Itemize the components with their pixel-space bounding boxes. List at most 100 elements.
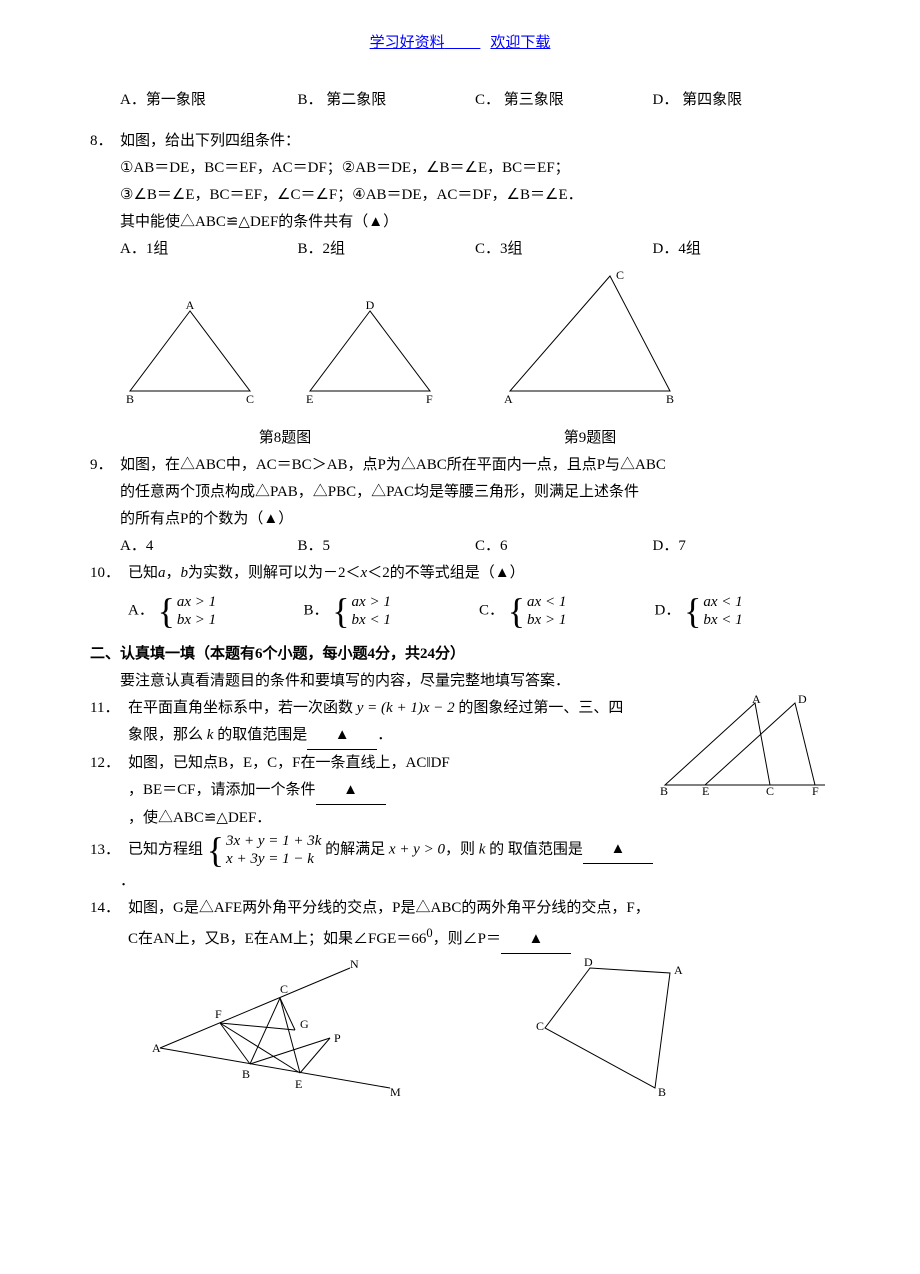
svg-text:F: F — [812, 784, 819, 795]
svg-text:A: A — [674, 963, 683, 977]
svg-text:B: B — [666, 392, 674, 406]
fig8-svg: A B C D E F — [120, 301, 450, 411]
q9-opt-a: A．4 — [120, 533, 298, 560]
svg-text:E: E — [295, 1077, 302, 1091]
svg-text:A: A — [504, 392, 513, 406]
q12-num: 12． — [90, 750, 128, 832]
q12-l2: ，BE＝CF，请添加一个条件 — [128, 782, 316, 798]
svg-text:E: E — [702, 784, 709, 795]
q14-l2b: ，则∠P＝ — [433, 931, 501, 947]
header-gap — [445, 35, 481, 51]
q14-blank: ▲ — [501, 926, 571, 954]
q11-t2: 的图象经过第一、三、四 — [455, 700, 624, 716]
q11-eq: y = (k + 1)x − 2 — [357, 700, 455, 716]
q11-t5: ． — [377, 727, 392, 743]
q7-options: A．第一象限 B． 第二象限 C． 第三象限 D． 第四象限 — [120, 87, 830, 114]
q9-l3: 的所有点P的个数为（▲） — [120, 506, 830, 533]
q8-opt-b: B．2组 — [298, 236, 476, 263]
q13: 13． 已知方程组 {3x + y = 1 + 3kx + 3y = 1 − k… — [90, 832, 830, 868]
q10: 10． 已知a，b为实数，则解可以为－2＜x＜2的不等式组是（▲） A． {ax… — [90, 560, 830, 629]
q10-opt-b: B． {ax > 1bx < 1 — [304, 593, 480, 629]
q10-num: 10． — [90, 560, 128, 629]
q10-b: b — [181, 565, 189, 581]
fig14-svg: A F C N B E M G P — [150, 958, 410, 1098]
q11-t1: 在平面直角坐标系中，若一次函数 — [128, 700, 357, 716]
q10-t1: 已知 — [128, 565, 158, 581]
q11-t4: 的取值范围是 — [213, 727, 307, 743]
svg-text:B: B — [242, 1067, 250, 1081]
q11-num: 11． — [90, 695, 128, 750]
svg-text:B: B — [126, 392, 134, 406]
q13-t1: 已知方程组 — [128, 841, 203, 857]
q11: 11． 在平面直角坐标系中，若一次函数 y = (k + 1)x − 2 的图象… — [90, 695, 650, 750]
q8-opt-c: C．3组 — [475, 236, 653, 263]
q7-opt-b: B． 第二象限 — [298, 87, 476, 114]
figures-8-9: A B C D E F C A B — [120, 271, 830, 421]
svg-text:C: C — [536, 1019, 544, 1033]
fig9-svg: C A B — [490, 271, 690, 411]
q13-t3: ，则 — [445, 841, 479, 857]
svg-text:B: B — [660, 784, 668, 795]
svg-text:D: D — [366, 301, 375, 312]
q13-t2: 的解满足 — [325, 841, 389, 857]
q8-l2: ①AB＝DE，BC＝EF，AC＝DF；②AB＝DE，∠B＝∠E，BC＝EF； — [120, 155, 830, 182]
q14-l2a: C在AN上，又B，E在AM上；如果∠FGE＝66 — [128, 931, 426, 947]
section2-title: 二、认真填一填（本题有6个小题，每小题4分，共24分） — [90, 641, 830, 668]
q13-cond: x + y > 0 — [389, 841, 445, 857]
q10-t4: ＜2的不等式组是（▲） — [367, 565, 524, 581]
q9-l1: 如图，在△ABC中，AC＝BC＞AB，点P为△ABC所在平面内一点，且点P与△A… — [120, 452, 830, 479]
q11-t3: 象限，那么 — [128, 727, 207, 743]
q8-opt-a: A．1组 — [120, 236, 298, 263]
q9-opt-c: C．6 — [475, 533, 653, 560]
fig12: A D B E C F — [660, 695, 830, 805]
q13-blank: ▲ — [583, 836, 653, 864]
svg-text:C: C — [766, 784, 774, 795]
q13-num: 13． — [90, 837, 128, 864]
q10-opt-c: C． {ax < 1bx > 1 — [479, 593, 655, 629]
q9-num: 9． — [90, 452, 120, 560]
svg-text:A: A — [752, 695, 761, 706]
q10-a: a — [158, 565, 166, 581]
svg-text:C: C — [616, 271, 624, 282]
fig9-caption: 第9题图 — [490, 425, 690, 452]
q9: 9． 如图，在△ABC中，AC＝BC＞AB，点P为△ABC所在平面内一点，且点P… — [90, 452, 830, 560]
fig-captions: 第8题图 第9题图 — [120, 425, 830, 452]
q10-t3: 为实数，则解可以为－2＜ — [188, 565, 361, 581]
q8-l4: 其中能使△ABC≌△DEF的条件共有（▲） — [120, 209, 830, 236]
q10-t2: ， — [166, 565, 181, 581]
svg-text:F: F — [215, 1007, 222, 1021]
q12-l1: 如图，已知点B，E，C，F在一条直线上，AC‖DF — [128, 750, 650, 777]
q7-opt-d: D． 第四象限 — [653, 87, 831, 114]
q7-opt-c: C． 第三象限 — [475, 87, 653, 114]
svg-text:D: D — [584, 958, 593, 969]
q13-dot: ． — [120, 868, 830, 895]
svg-text:F: F — [426, 392, 433, 406]
svg-text:D: D — [798, 695, 807, 706]
header-right: 欢迎下载 — [490, 35, 550, 51]
svg-text:M: M — [390, 1085, 401, 1098]
q9-opt-d: D．7 — [653, 533, 831, 560]
fig15-svg: D A C B — [530, 958, 690, 1098]
fig8-caption: 第8题图 — [120, 425, 450, 452]
svg-text:G: G — [300, 1017, 309, 1031]
q14-l1: 如图，G是△AFE两外角平分线的交点，P是△ABC的两外角平分线的交点，F， — [128, 895, 830, 922]
section2-note: 要注意认真看清题目的条件和要填写的内容，尽量完整地填写答案． — [120, 668, 830, 695]
q14-num: 14． — [90, 895, 128, 954]
page-header: 学习好资料 欢迎下载 — [90, 30, 830, 57]
svg-text:A: A — [152, 1041, 161, 1055]
q10-opt-a: A． {ax > 1bx > 1 — [128, 593, 304, 629]
q11-blank: ▲ — [307, 722, 377, 750]
q7-opt-a: A．第一象限 — [120, 87, 298, 114]
q13-t4: 的 取值范围是 — [485, 841, 583, 857]
svg-text:A: A — [186, 301, 195, 312]
q8-l3: ③∠B＝∠E，BC＝EF，∠C＝∠F；④AB＝DE，AC＝DF，∠B＝∠E． — [120, 182, 830, 209]
q8-opt-d: D．4组 — [653, 236, 831, 263]
q8: 8． 如图，给出下列四组条件： ①AB＝DE，BC＝EF，AC＝DF；②AB＝D… — [90, 128, 830, 263]
svg-text:E: E — [306, 392, 313, 406]
q8-num: 8． — [90, 128, 120, 263]
svg-text:C: C — [246, 392, 254, 406]
svg-text:C: C — [280, 982, 288, 996]
q8-l1: 如图，给出下列四组条件： — [120, 128, 830, 155]
q12-blank: ▲ — [316, 777, 386, 805]
q10-opt-d: D． {ax < 1bx < 1 — [655, 593, 831, 629]
